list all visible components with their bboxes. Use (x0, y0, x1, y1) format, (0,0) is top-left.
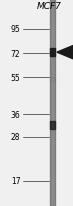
Bar (50, 49, 55, 57)
Bar (50, 77, 55, 81)
Text: 95: 95 (11, 25, 20, 34)
Text: 36: 36 (11, 110, 20, 119)
Text: 28: 28 (11, 132, 20, 142)
Text: 72: 72 (11, 50, 20, 59)
Polygon shape (57, 46, 73, 60)
Text: 55: 55 (11, 73, 20, 82)
Bar (50, 121, 55, 129)
Text: MCF7: MCF7 (36, 2, 61, 11)
Bar (50, 0, 55, 206)
Text: 17: 17 (11, 176, 20, 185)
